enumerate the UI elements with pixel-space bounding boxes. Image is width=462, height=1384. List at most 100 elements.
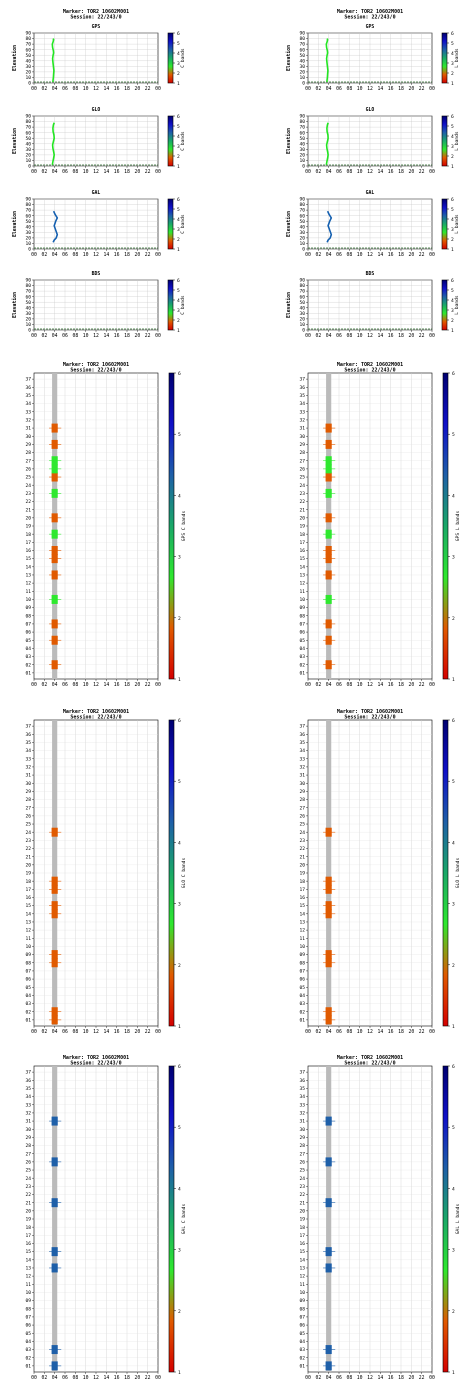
- y-tick-label: 37: [25, 377, 31, 383]
- y-tick-label: 05: [299, 638, 305, 644]
- x-tick-label: 20: [408, 1029, 414, 1035]
- x-tick-label: 18: [398, 1375, 404, 1381]
- y-tick-label: 37: [299, 377, 305, 383]
- x-tick-label: 16: [388, 333, 394, 339]
- y-tick-label: 0: [302, 81, 305, 87]
- y-tick-label: 33: [25, 1102, 31, 1108]
- colorbar-tick-label: 4: [451, 134, 454, 140]
- y-tick-label: 36: [25, 732, 31, 738]
- y-tick-label: 35: [299, 1086, 305, 1092]
- x-tick-label: 00: [305, 86, 311, 92]
- x-tick-label: 12: [93, 1375, 99, 1381]
- y-tick-label: 22: [25, 846, 31, 852]
- x-tick-label: 04: [326, 169, 332, 175]
- y-tick-label: 80: [25, 202, 31, 208]
- prn-cell: [51, 545, 58, 555]
- colorbar-tick-label: 6: [452, 1064, 455, 1070]
- x-tick-label: 04: [52, 252, 58, 258]
- x-tick-label: 18: [398, 252, 404, 258]
- colorbar-tick-label: 1: [451, 81, 454, 87]
- y-tick-label: 10: [25, 944, 31, 950]
- y-tick-label: 34: [25, 748, 31, 754]
- chart-header: Marker: TOR2 10602M001: [63, 709, 129, 715]
- prn-cell: [51, 909, 58, 919]
- x-tick-label: 12: [93, 333, 99, 339]
- y-tick-label: 33: [299, 756, 305, 762]
- x-tick-label: 18: [124, 252, 130, 258]
- prn-cell: [325, 513, 332, 523]
- y-tick-label: 50: [25, 136, 31, 142]
- y-tick-label: 08: [25, 613, 31, 619]
- y-tick-label: 21: [25, 1200, 31, 1206]
- y-tick-label: 15: [299, 903, 305, 909]
- prn-cell: [325, 1361, 332, 1371]
- y-tick-label: 02: [299, 1355, 305, 1361]
- x-tick-label: 14: [377, 333, 383, 339]
- x-tick-label: 12: [367, 1375, 373, 1381]
- x-tick-label: 06: [62, 682, 68, 688]
- chart-header: Session: 22/243/0: [70, 715, 121, 721]
- x-tick-label: 06: [336, 1375, 342, 1381]
- y-tick-label: 0: [28, 164, 31, 170]
- y-tick-label: 26: [25, 466, 31, 472]
- x-tick-label: 22: [419, 169, 425, 175]
- y-tick-label: 25: [299, 822, 305, 828]
- y-tick-label: 23: [299, 1184, 305, 1190]
- colorbar-tick-label: 5: [177, 288, 180, 294]
- y-tick-label: 17: [25, 540, 31, 546]
- prn-cell: [325, 660, 332, 670]
- series-line: [325, 38, 329, 82]
- prn-cell: [325, 554, 332, 564]
- prn-cell: [51, 513, 58, 523]
- y-tick-label: 80: [299, 202, 305, 208]
- y-tick-label: 05: [25, 638, 31, 644]
- x-tick-label: 00: [31, 682, 37, 688]
- x-tick-label: 18: [124, 333, 130, 339]
- x-tick-label: 00: [31, 169, 37, 175]
- y-tick-label: 09: [25, 605, 31, 611]
- y-tick-label: 80: [25, 283, 31, 289]
- x-tick-label: 00: [31, 86, 37, 92]
- prn-cell: [325, 594, 332, 604]
- y-tick-label: 30: [25, 434, 31, 440]
- x-tick-label: 18: [398, 333, 404, 339]
- y-tick-label: 15: [25, 903, 31, 909]
- y-tick-label: 22: [25, 499, 31, 505]
- x-tick-label: 20: [134, 252, 140, 258]
- y-axis-label: Elevation: [12, 128, 18, 154]
- y-tick-label: 40: [25, 224, 31, 230]
- x-tick-label: 12: [367, 86, 373, 92]
- series-line: [51, 122, 56, 166]
- x-tick-label: 02: [315, 1029, 321, 1035]
- y-tick-label: 02: [25, 662, 31, 668]
- x-tick-label: 10: [357, 169, 363, 175]
- y-tick-label: 03: [25, 1001, 31, 1007]
- colorbar-tick-label: 5: [451, 124, 454, 130]
- x-tick-label: 10: [357, 682, 363, 688]
- x-tick-label: 08: [72, 169, 78, 175]
- prn-cell: [325, 901, 332, 911]
- y-tick-label: 37: [299, 1070, 305, 1076]
- y-tick-label: 10: [299, 944, 305, 950]
- y-tick-label: 28: [299, 1143, 305, 1149]
- prn-cell: [51, 472, 58, 482]
- colorbar-tick-label: 5: [177, 207, 180, 213]
- prn-cell: [325, 876, 332, 886]
- x-tick-label: 14: [377, 169, 383, 175]
- x-tick-label: 10: [357, 333, 363, 339]
- x-tick-label: 22: [419, 333, 425, 339]
- y-tick-label: 80: [25, 119, 31, 125]
- y-tick-label: 20: [25, 316, 31, 322]
- colorbar-tick-label: 2: [452, 1309, 455, 1315]
- prn-cell: [325, 1247, 332, 1257]
- y-tick-label: 31: [25, 1119, 31, 1125]
- x-tick-label: 22: [145, 1029, 151, 1035]
- x-tick-label: 06: [336, 682, 342, 688]
- panel-title: GAL: [366, 190, 375, 196]
- y-tick-label: 20: [25, 152, 31, 158]
- y-tick-label: 10: [25, 322, 31, 328]
- x-tick-label: 04: [52, 682, 58, 688]
- y-tick-label: 24: [299, 830, 305, 836]
